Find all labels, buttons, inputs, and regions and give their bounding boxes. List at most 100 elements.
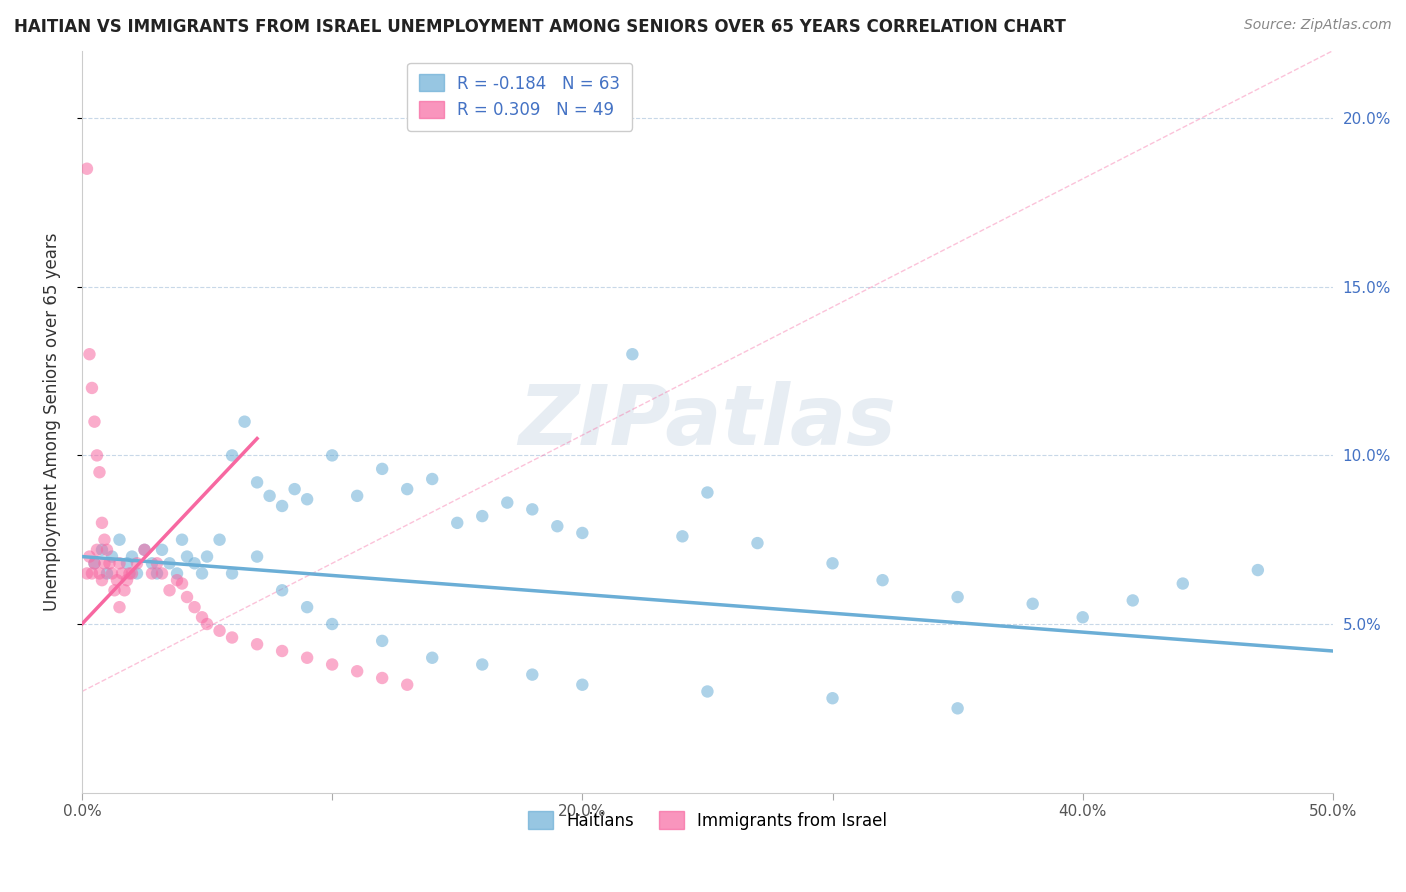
Point (89, 566, 111, 581)
Point (121, 566, 143, 581)
Point (166, 566, 188, 581)
Point (396, 482, 419, 496)
Point (446, 516, 468, 530)
Point (295, 600, 318, 615)
Point (80, 381, 103, 395)
Point (98, 557, 121, 571)
Point (114, 583, 136, 598)
Point (101, 566, 124, 581)
Point (191, 610, 214, 624)
Point (176, 590, 198, 604)
Point (93, 557, 115, 571)
Point (103, 583, 125, 598)
Point (671, 529, 693, 543)
Point (176, 549, 198, 564)
Point (271, 499, 294, 513)
Point (195, 549, 218, 564)
Point (108, 557, 131, 571)
Point (96, 566, 118, 581)
Point (246, 637, 269, 651)
Point (134, 542, 156, 557)
Point (1122, 593, 1144, 607)
Text: Source: ZipAtlas.com: Source: ZipAtlas.com (1244, 18, 1392, 32)
Point (115, 557, 138, 571)
Point (396, 678, 419, 692)
Point (125, 557, 148, 571)
Point (295, 492, 318, 507)
Text: ZIPatlas: ZIPatlas (519, 381, 897, 462)
Point (141, 557, 163, 571)
Point (93, 533, 115, 547)
Point (166, 573, 188, 587)
Point (108, 600, 131, 615)
Point (79, 549, 101, 564)
Point (346, 489, 368, 503)
Point (1247, 563, 1270, 577)
Point (1071, 610, 1094, 624)
Point (76, 161, 98, 176)
Point (471, 509, 494, 524)
Point (91, 516, 114, 530)
Point (621, 347, 644, 361)
Point (76, 566, 98, 581)
Point (146, 566, 169, 581)
Point (496, 495, 519, 509)
Point (259, 489, 281, 503)
Point (86, 542, 108, 557)
Point (83, 557, 105, 571)
Point (1021, 597, 1043, 611)
Point (271, 644, 294, 658)
Point (221, 566, 243, 581)
Point (111, 566, 134, 581)
Point (89, 465, 111, 479)
Point (115, 573, 138, 587)
Legend: Haitians, Immigrants from Israel: Haitians, Immigrants from Israel (522, 805, 894, 837)
Point (221, 631, 243, 645)
Y-axis label: Unemployment Among Seniors over 65 years: Unemployment Among Seniors over 65 years (44, 233, 60, 611)
Point (571, 678, 593, 692)
Point (208, 533, 231, 547)
Point (371, 633, 394, 648)
Point (183, 600, 205, 615)
Point (150, 566, 173, 581)
Point (146, 557, 169, 571)
Point (208, 624, 231, 638)
Point (83, 415, 105, 429)
Point (125, 566, 148, 581)
Point (1171, 576, 1194, 591)
Point (371, 671, 394, 685)
Point (183, 557, 205, 571)
Point (271, 583, 294, 598)
Point (121, 549, 143, 564)
Point (246, 475, 269, 490)
Point (471, 657, 494, 672)
Point (522, 667, 544, 681)
Point (108, 533, 131, 547)
Point (821, 557, 844, 571)
Point (159, 583, 181, 598)
Point (91, 573, 114, 587)
Point (105, 573, 128, 587)
Point (91, 542, 114, 557)
Point (150, 542, 173, 557)
Point (346, 665, 368, 679)
Point (246, 549, 269, 564)
Point (191, 566, 214, 581)
Point (295, 650, 318, 665)
Point (946, 590, 969, 604)
Point (821, 691, 844, 706)
Point (284, 482, 307, 496)
Point (371, 462, 394, 476)
Point (696, 485, 718, 500)
Point (420, 472, 443, 486)
Point (221, 449, 243, 463)
Point (83, 557, 105, 571)
Point (321, 657, 343, 672)
Point (141, 566, 163, 581)
Point (170, 533, 193, 547)
Point (86, 449, 108, 463)
Point (321, 617, 343, 632)
Point (101, 549, 124, 564)
Point (170, 576, 193, 591)
Point (546, 519, 568, 533)
